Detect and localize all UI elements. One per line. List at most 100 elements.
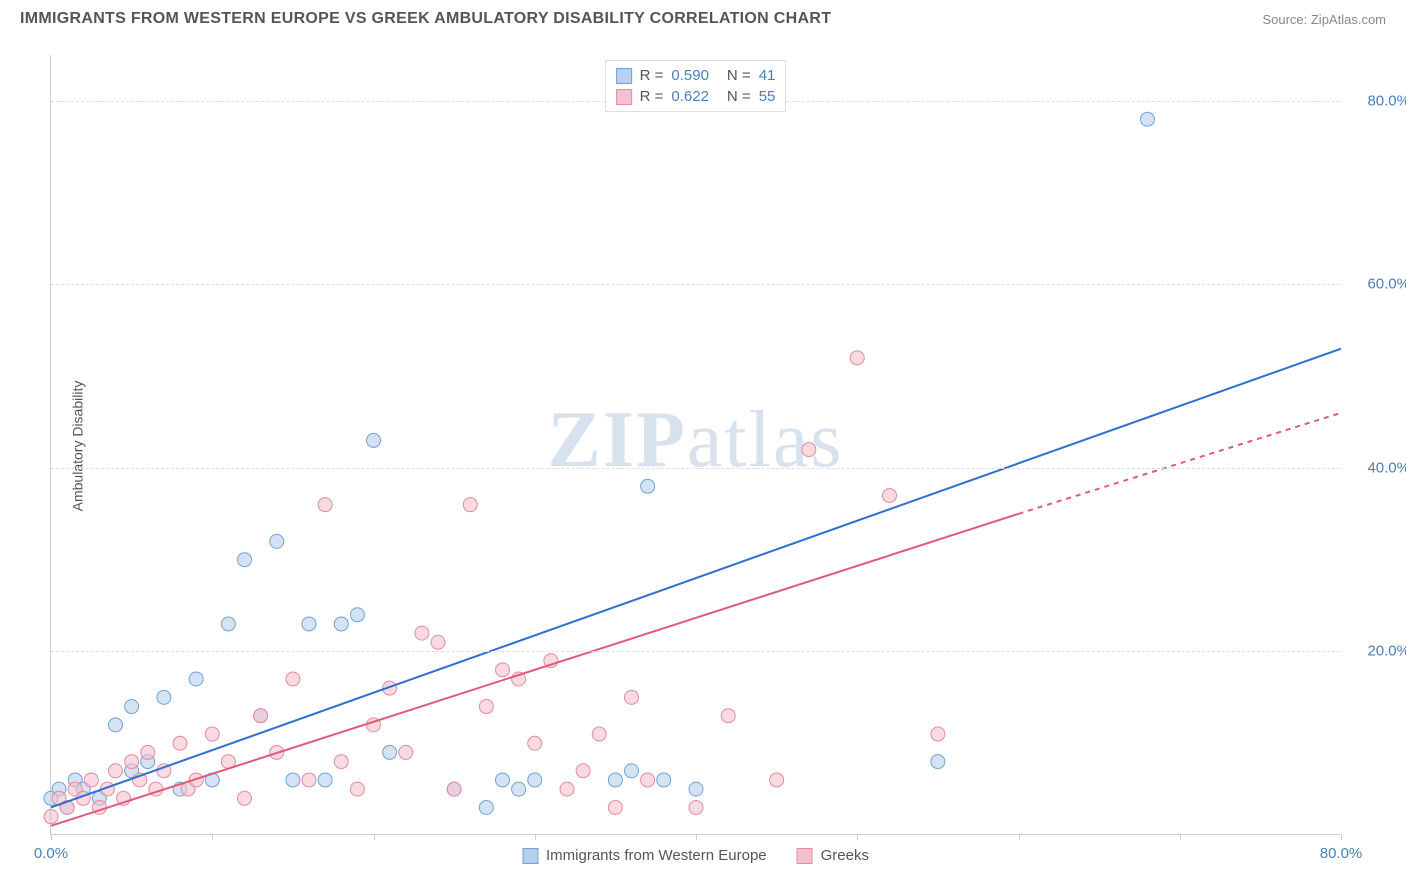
data-point [44, 810, 58, 824]
data-point [399, 745, 413, 759]
legend-swatch [616, 68, 632, 84]
legend-swatch [797, 848, 813, 864]
data-point [318, 773, 332, 787]
data-point [84, 773, 98, 787]
data-point [657, 773, 671, 787]
scatter-chart: ZIPatlas R = 0.590 N = 41 R = 0.622 N = … [50, 55, 1340, 835]
data-point [479, 700, 493, 714]
legend-swatch [616, 89, 632, 105]
x-tick [1180, 834, 1181, 840]
data-point [173, 736, 187, 750]
legend-n-value: 41 [759, 67, 776, 84]
data-point [625, 764, 639, 778]
data-point [157, 690, 171, 704]
x-tick [374, 834, 375, 840]
data-point [528, 773, 542, 787]
legend-label: Immigrants from Western Europe [546, 847, 767, 864]
x-tick [212, 834, 213, 840]
data-point [608, 773, 622, 787]
legend-label: Greeks [821, 847, 869, 864]
data-point [931, 727, 945, 741]
data-point [641, 479, 655, 493]
data-point [350, 782, 364, 796]
y-tick-label: 80.0% [1367, 92, 1406, 109]
data-point [689, 800, 703, 814]
x-tick [696, 834, 697, 840]
data-point [383, 745, 397, 759]
data-point [608, 800, 622, 814]
gridline [51, 468, 1340, 469]
data-point [1141, 112, 1155, 126]
legend-stats-row: R = 0.622 N = 55 [616, 86, 776, 107]
legend-stats: R = 0.590 N = 41 R = 0.622 N = 55 [605, 60, 787, 112]
chart-title: IMMIGRANTS FROM WESTERN EUROPE VS GREEK … [20, 10, 831, 28]
x-tick [535, 834, 536, 840]
x-tick-label: 0.0% [34, 845, 68, 862]
data-point [512, 782, 526, 796]
data-point [802, 443, 816, 457]
data-point [415, 626, 429, 640]
data-point [302, 773, 316, 787]
data-point [125, 700, 139, 714]
data-point [576, 764, 590, 778]
data-point [125, 755, 139, 769]
x-tick [1341, 834, 1342, 840]
regression-line [51, 349, 1341, 808]
legend-item: Immigrants from Western Europe [522, 847, 767, 864]
data-point [528, 736, 542, 750]
data-point [367, 433, 381, 447]
data-point [141, 745, 155, 759]
data-point [334, 617, 348, 631]
data-point [447, 782, 461, 796]
data-point [496, 773, 510, 787]
data-point [238, 553, 252, 567]
legend-r-value: 0.622 [671, 88, 709, 105]
legend-n-label: N = [727, 67, 751, 84]
x-tick [857, 834, 858, 840]
legend-n-value: 55 [759, 88, 776, 105]
plot-svg [51, 55, 1340, 834]
data-point [221, 617, 235, 631]
data-point [431, 635, 445, 649]
legend-stats-row: R = 0.590 N = 41 [616, 65, 776, 86]
data-point [479, 800, 493, 814]
y-tick-label: 60.0% [1367, 276, 1406, 293]
data-point [205, 727, 219, 741]
data-point [463, 498, 477, 512]
data-point [254, 709, 268, 723]
data-point [689, 782, 703, 796]
data-point [286, 672, 300, 686]
data-point [350, 608, 364, 622]
data-point [770, 773, 784, 787]
data-point [592, 727, 606, 741]
data-point [625, 690, 639, 704]
data-point [641, 773, 655, 787]
data-point [238, 791, 252, 805]
legend-swatch [522, 848, 538, 864]
legend-r-label: R = [640, 67, 664, 84]
data-point [189, 672, 203, 686]
y-tick-label: 40.0% [1367, 459, 1406, 476]
x-tick [51, 834, 52, 840]
data-point [109, 764, 123, 778]
data-point [883, 488, 897, 502]
data-point [560, 782, 574, 796]
data-point [721, 709, 735, 723]
data-point [270, 534, 284, 548]
data-point [109, 718, 123, 732]
legend-n-label: N = [727, 88, 751, 105]
data-point [850, 351, 864, 365]
legend-r-value: 0.590 [671, 67, 709, 84]
data-point [334, 755, 348, 769]
gridline [51, 284, 1340, 285]
x-tick-label: 80.0% [1320, 845, 1363, 862]
data-point [286, 773, 300, 787]
source-attribution: Source: ZipAtlas.com [1262, 12, 1386, 27]
legend-item: Greeks [797, 847, 869, 864]
legend-series: Immigrants from Western Europe Greeks [522, 847, 869, 864]
y-tick-label: 20.0% [1367, 643, 1406, 660]
legend-r-label: R = [640, 88, 664, 105]
regression-line-extrapolated [1019, 413, 1342, 514]
data-point [931, 755, 945, 769]
gridline [51, 651, 1340, 652]
